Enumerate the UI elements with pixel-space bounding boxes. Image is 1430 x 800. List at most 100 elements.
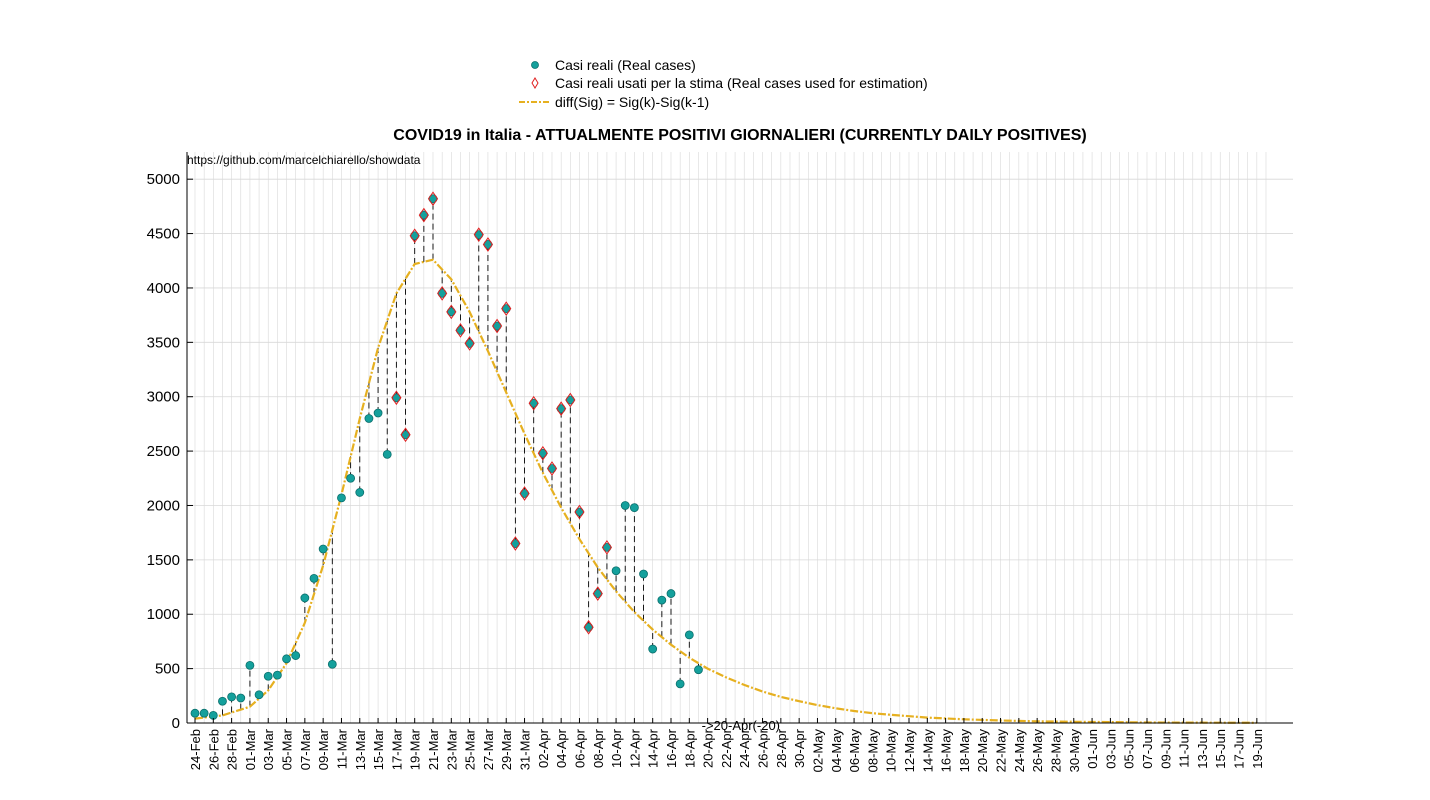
- x-tick-label: 23-Mar: [444, 728, 459, 770]
- x-tick-label: 15-Jun: [1213, 729, 1228, 769]
- estimation-point: [409, 228, 420, 244]
- x-tick-label: 25-Mar: [463, 728, 478, 770]
- x-tick-label: 20-May: [975, 729, 990, 773]
- x-tick-label: 12-May: [902, 729, 917, 773]
- x-tick-label: 26-Feb: [206, 729, 221, 770]
- real-case-point: [309, 573, 319, 583]
- x-tick-label: 21-Mar: [426, 728, 441, 770]
- source-link[interactable]: https://github.com/marcelchiarello/showd…: [187, 153, 421, 167]
- estimation-point: [519, 486, 530, 501]
- real-case-point: [666, 589, 676, 598]
- real-case-point: [236, 693, 246, 703]
- x-tick-label: 01-Mar: [243, 728, 258, 770]
- x-tick-label: 04-May: [829, 729, 844, 773]
- x-tick-label: 07-Jun: [1140, 729, 1155, 769]
- x-tick-label: 26-Apr: [756, 728, 771, 768]
- fit-curve-line: [194, 258, 1257, 724]
- real-case-point: [218, 696, 227, 706]
- x-tick-label: 16-May: [939, 729, 954, 773]
- x-tick-label: 16-Apr: [664, 728, 679, 768]
- real-case-point: [327, 659, 337, 669]
- chart-title: COVID19 in Italia - ATTUALMENTE POSITIVI…: [393, 127, 1086, 144]
- fit-curve: [194, 258, 1257, 724]
- x-tick-label: 05-Mar: [280, 728, 295, 770]
- legend-marker-real: [531, 61, 539, 69]
- x-tick-label: 10-May: [884, 729, 899, 773]
- y-tick-labels: 0 500 1000 1500 2000 2500 3000 3500 4000 4500 5000: [147, 171, 180, 732]
- x-tick-label: 02-May: [810, 729, 825, 773]
- x-tick-label: 24-May: [1012, 729, 1027, 773]
- y-tick-label: 4500: [147, 226, 180, 243]
- real-case-point: [373, 408, 383, 418]
- estimation-point: [455, 322, 466, 338]
- real-case-point: [190, 708, 200, 718]
- estimation-point: [592, 586, 603, 601]
- x-tick-label: 29-Mar: [499, 728, 514, 770]
- y-tick-label: 2500: [147, 443, 180, 460]
- x-tick-label: 06-Apr: [572, 728, 587, 768]
- estimation-point: [583, 619, 594, 635]
- real-case-point: [657, 595, 667, 605]
- estimation-point: [565, 392, 576, 408]
- y-tick-label: 4000: [147, 280, 180, 297]
- real-case-point: [291, 651, 301, 660]
- real-case-point: [382, 449, 392, 459]
- real-case-point: [245, 660, 255, 670]
- estimation-point: [446, 304, 457, 320]
- x-tick-label: 22-Apr: [719, 728, 734, 768]
- real-case-point: [364, 414, 374, 423]
- x-tick-label: 09-Jun: [1158, 729, 1173, 769]
- data-points: [190, 191, 703, 720]
- real-case-point: [629, 503, 639, 513]
- x-tick-label: 15-Mar: [371, 728, 386, 770]
- grid-lines: [187, 152, 1293, 724]
- real-case-point: [254, 690, 264, 700]
- x-tick-label: 24-Apr: [737, 728, 752, 768]
- x-tick-label: 09-Mar: [316, 728, 331, 770]
- x-tick-label: 31-Mar: [518, 728, 533, 770]
- real-case-point: [355, 488, 365, 497]
- y-tick-label: 2000: [147, 497, 180, 514]
- real-case-point: [272, 670, 282, 680]
- real-case-point: [620, 501, 630, 510]
- y-tick-label: 3000: [147, 389, 180, 406]
- annotation-label: ->20-Apr(-20): [702, 718, 780, 733]
- axes: [186, 152, 1293, 724]
- x-tick-label: 01-Jun: [1085, 729, 1100, 769]
- real-case-point: [648, 644, 658, 654]
- x-tick-label: 03-Mar: [261, 728, 276, 770]
- real-case-point: [694, 665, 703, 675]
- x-tick-labels: 24-Feb 26-Feb 28-Feb 01-Mar 03-Mar 05-Mar 07-M…: [188, 728, 1265, 772]
- estimation-point: [556, 401, 567, 417]
- x-tick-label: 10-Apr: [609, 728, 624, 768]
- real-case-point: [684, 630, 694, 640]
- x-tick-label: 20-Apr: [701, 728, 716, 768]
- x-tick-label: 12-Apr: [627, 728, 642, 768]
- y-tick-label: 3500: [147, 334, 180, 351]
- x-tick-label: 28-Apr: [774, 728, 789, 768]
- estimation-point: [418, 207, 429, 223]
- estimation-point: [400, 427, 411, 443]
- x-tick-label: 06-May: [847, 729, 862, 773]
- x-tick-label: 14-Apr: [646, 728, 661, 768]
- x-tick-label: 18-May: [957, 729, 972, 773]
- x-tick-label: 04-Apr: [554, 728, 569, 768]
- estimation-point: [574, 504, 585, 520]
- x-tick-label: 19-Mar: [408, 728, 423, 770]
- x-tick-label: 30-May: [1067, 729, 1082, 773]
- x-tick-label: 14-May: [920, 729, 935, 773]
- y-tick-label: 1000: [147, 606, 180, 623]
- estimation-point: [427, 191, 439, 207]
- x-tick-label: 02-Apr: [536, 728, 551, 768]
- x-tick-label: 13-Jun: [1195, 729, 1210, 769]
- estimation-point: [528, 395, 539, 411]
- x-tick-label: 05-Jun: [1122, 729, 1137, 769]
- x-tick-label: 28-Feb: [225, 729, 240, 770]
- estimation-point: [491, 318, 503, 334]
- x-tick-label: 17-Jun: [1232, 729, 1247, 769]
- x-tick-label: 13-Mar: [353, 728, 368, 770]
- real-case-point: [227, 692, 237, 702]
- y-tick-label: 0: [172, 715, 180, 732]
- estimation-point: [510, 536, 521, 551]
